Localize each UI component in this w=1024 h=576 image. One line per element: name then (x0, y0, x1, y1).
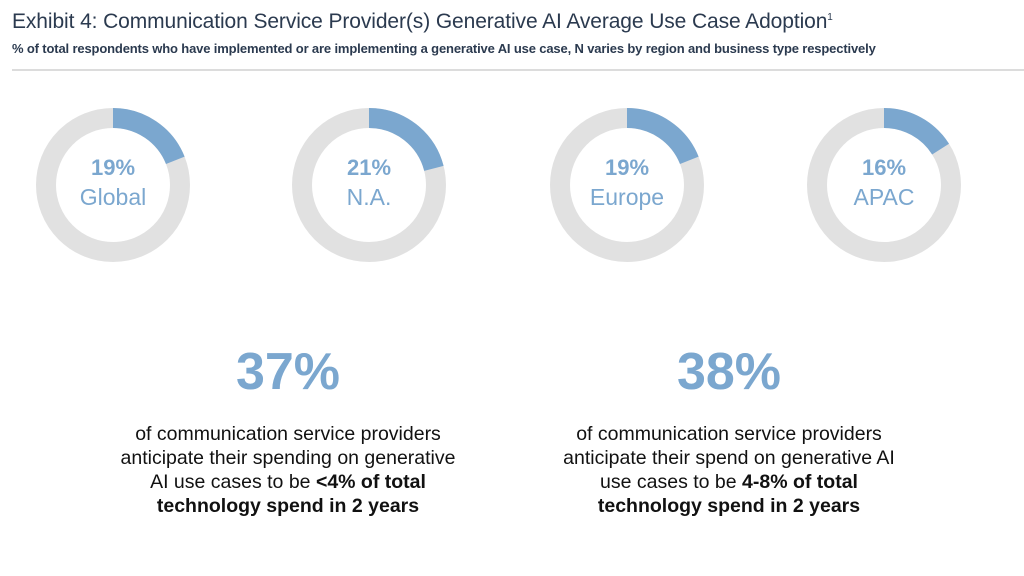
donut-slice-na (368, 108, 444, 172)
donut-value-label: 16% (861, 155, 907, 180)
stat-text-prefix: AI use cases to be (150, 471, 316, 493)
donut-category-label: Europe (589, 184, 665, 210)
stat-description: of communication service providers antic… (529, 422, 929, 518)
donut-chart-apac (807, 108, 961, 262)
stat-value: 37% (235, 343, 341, 401)
donut-europe: 19% Europe (550, 108, 704, 262)
stat-text-highlight: 4-8% of total (742, 471, 858, 493)
donut-slice-apac (883, 108, 950, 155)
stat-block-spend-4-8: 38% of communication service providers a… (529, 340, 929, 518)
stat-text-line: of communication service providers (135, 423, 441, 445)
stat-text-line: of communication service providers (576, 423, 882, 445)
stat-text-line: anticipate their spending on generative (120, 447, 456, 469)
donut-value-label: 19% (90, 155, 136, 180)
exhibit-title: Exhibit 4: Communication Service Provide… (12, 10, 833, 34)
stat-block-spend-under-4: 37% of communication service providers a… (88, 340, 488, 518)
stat-value: 38% (676, 343, 782, 401)
header-divider (12, 69, 1024, 71)
exhibit-title-text: Exhibit 4: Communication Service Provide… (12, 10, 828, 33)
donut-category-label: Global (79, 184, 147, 210)
donut-category-label: APAC (853, 184, 915, 210)
donut-na: 21% N.A. (292, 108, 446, 262)
stat-description: of communication service providers antic… (88, 422, 488, 518)
donut-global: 19% Global (36, 108, 190, 262)
donut-chart-europe (550, 108, 704, 262)
donut-apac: 16% APAC (807, 108, 961, 262)
donut-value-label: 21% (346, 155, 392, 180)
stat-text-highlight: technology spend in 2 years (597, 495, 861, 517)
donut-slice-europe (626, 108, 699, 165)
stat-text-highlight: <4% of total (315, 471, 426, 493)
donut-chart-na (292, 108, 446, 262)
stat-text-highlight: technology spend in 2 years (156, 495, 420, 517)
title-footnote-marker: 1 (827, 12, 833, 23)
exhibit-subtitle: % of total respondents who have implemen… (12, 41, 876, 56)
donut-category-label: N.A. (346, 184, 392, 210)
stat-text-line: anticipate their spend on generative AI (563, 447, 895, 469)
stat-text-prefix: use cases to be (600, 471, 743, 493)
donut-chart-global (36, 108, 190, 262)
donut-slice-global (112, 108, 185, 165)
donut-value-label: 19% (604, 155, 650, 180)
